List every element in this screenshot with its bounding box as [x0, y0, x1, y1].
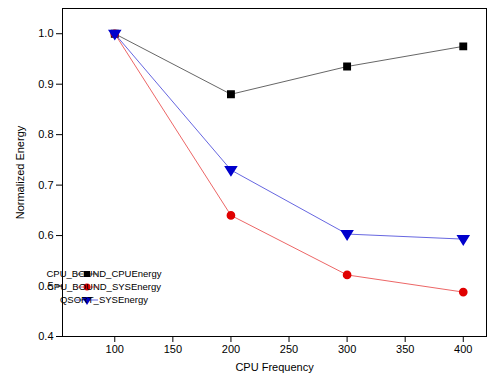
svg-text:100: 100	[106, 343, 124, 355]
svg-text:350: 350	[396, 343, 414, 355]
svg-text:300: 300	[338, 343, 356, 355]
svg-text:CPU_BOUND_CPUEnergy: CPU_BOUND_CPUEnergy	[46, 268, 161, 279]
svg-text:CPU_BOUND_SYSEnergy: CPU_BOUND_SYSEnergy	[47, 281, 161, 292]
svg-text:CPU Frequency: CPU Frequency	[235, 361, 314, 373]
svg-text:1.0: 1.0	[38, 27, 53, 39]
svg-text:0.4: 0.4	[38, 330, 53, 342]
svg-text:0.5: 0.5	[38, 279, 54, 292]
svg-text:400: 400	[454, 343, 472, 355]
svg-text:0.7: 0.7	[38, 179, 53, 191]
svg-text:0.9: 0.9	[38, 78, 53, 90]
svg-text:250: 250	[280, 343, 298, 355]
svg-text:200: 200	[222, 343, 240, 355]
svg-text:0.8: 0.8	[38, 128, 53, 140]
svg-text:Normalized Energy: Normalized Energy	[14, 125, 26, 219]
svg-text:QSORT_SYSEnergy: QSORT_SYSEnergy	[60, 294, 148, 305]
svg-text:0.6: 0.6	[38, 229, 53, 241]
svg-text:150: 150	[164, 343, 182, 355]
